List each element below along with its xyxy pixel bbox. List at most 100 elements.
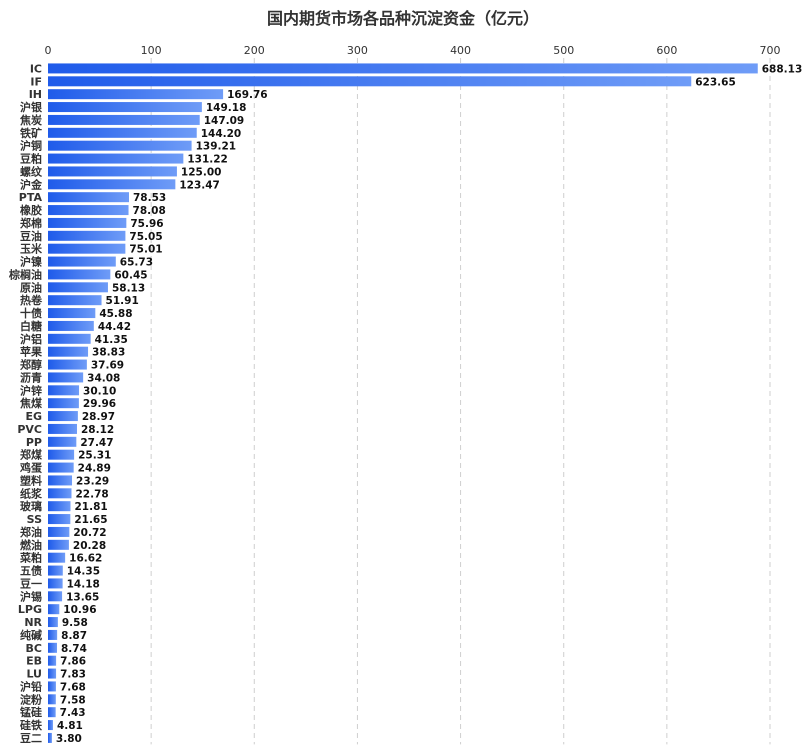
- bar: [48, 308, 96, 319]
- value-label: 38.83: [92, 347, 125, 359]
- bar: [48, 642, 58, 653]
- bar: [48, 668, 57, 679]
- category-label: 沪金: [20, 177, 43, 191]
- bar: [48, 617, 58, 628]
- bar: [48, 243, 126, 254]
- bar: [48, 552, 66, 563]
- category-label: 苹果: [20, 345, 42, 359]
- value-label: 41.35: [95, 334, 128, 346]
- bar: [48, 578, 63, 589]
- value-label: 78.53: [133, 192, 166, 204]
- bar: [48, 153, 184, 164]
- x-tick-label: 0: [45, 44, 52, 57]
- category-label: LU: [26, 668, 42, 681]
- bar: [48, 629, 58, 640]
- value-label: 78.08: [133, 205, 166, 217]
- bar: [48, 398, 79, 409]
- category-label: 螺纹: [20, 164, 43, 178]
- value-label: 7.86: [60, 656, 86, 668]
- category-label: 白糖: [20, 319, 42, 333]
- category-label: 菜粕: [19, 551, 42, 565]
- category-label: 五债: [20, 564, 42, 578]
- category-label: 沪银: [20, 100, 43, 114]
- category-label: 锰硅: [20, 705, 42, 719]
- x-tick-label: 300: [347, 44, 368, 57]
- bar: [48, 539, 69, 550]
- bar: [48, 732, 52, 743]
- bars: [48, 63, 758, 743]
- category-label: 纸浆: [20, 486, 43, 500]
- value-label: 7.58: [60, 694, 86, 706]
- value-label: 14.35: [67, 566, 100, 578]
- value-label: 25.31: [78, 450, 111, 462]
- value-label: 4.81: [57, 720, 83, 732]
- bar: [48, 166, 177, 177]
- x-tick-label: 400: [450, 44, 471, 57]
- bar: [48, 411, 78, 422]
- category-label: 纯碱: [20, 628, 42, 642]
- bar: [48, 681, 56, 692]
- value-label: 16.62: [69, 553, 102, 565]
- value-label: 21.65: [74, 514, 107, 526]
- bar: [48, 102, 202, 113]
- value-label: 21.81: [74, 501, 107, 513]
- bar: [48, 76, 692, 87]
- category-labels: ICIFIH沪银焦炭铁矿沪铜豆粕螺纹沪金PTA橡胶郑棉豆油玉米沪镍棕榈油原油热卷…: [8, 62, 43, 745]
- value-label: 20.28: [73, 540, 106, 552]
- value-label: 123.47: [179, 179, 220, 191]
- value-label: 7.83: [60, 669, 86, 681]
- bar: [48, 282, 108, 293]
- bar: [48, 140, 192, 151]
- value-label: 144.20: [201, 128, 242, 140]
- bar: [48, 604, 60, 615]
- bar: [48, 320, 94, 331]
- value-label: 7.68: [60, 681, 86, 693]
- value-label: 23.29: [76, 475, 109, 487]
- value-label: 7.43: [60, 707, 86, 719]
- value-label: 3.80: [56, 733, 82, 745]
- value-label: 75.01: [129, 244, 162, 256]
- value-label: 58.13: [112, 282, 145, 294]
- value-label: 27.47: [80, 437, 113, 449]
- category-label: 郑油: [20, 525, 42, 539]
- bar: [48, 462, 74, 473]
- category-label: 硅铁: [20, 718, 42, 732]
- bar: [48, 514, 71, 525]
- value-label: 8.87: [61, 630, 87, 642]
- bar: [48, 217, 127, 228]
- category-label: PVC: [17, 423, 42, 436]
- bar: [48, 385, 80, 396]
- bar: [48, 436, 77, 447]
- bar: [48, 127, 197, 138]
- value-label: 688.13: [762, 63, 803, 75]
- x-tick-label: 600: [656, 44, 677, 57]
- value-label: 139.21: [196, 141, 237, 153]
- category-label: IF: [30, 75, 42, 88]
- category-label: 郑醇: [20, 358, 42, 372]
- value-label: 22.78: [75, 488, 108, 500]
- category-label: IH: [29, 88, 42, 101]
- value-label: 24.89: [78, 463, 111, 475]
- category-label: SS: [27, 513, 42, 526]
- category-label: 玉米: [20, 242, 43, 256]
- value-label: 51.91: [106, 295, 139, 307]
- bar: [48, 475, 73, 486]
- category-label: 橡胶: [20, 203, 42, 217]
- category-label: 豆粕: [20, 152, 42, 166]
- value-label: 147.09: [204, 115, 245, 127]
- category-label: EG: [25, 410, 42, 423]
- bar: [48, 269, 111, 280]
- value-label: 14.18: [67, 578, 100, 590]
- category-label: 豆一: [20, 577, 42, 590]
- bar: [48, 655, 57, 666]
- category-label: 郑棉: [20, 216, 42, 230]
- category-label: 燃油: [19, 538, 42, 552]
- value-label: 9.58: [62, 617, 88, 629]
- x-tick-label: 200: [244, 44, 265, 57]
- category-label: 焦煤: [19, 396, 43, 410]
- value-label: 37.69: [91, 360, 124, 372]
- x-tick-label: 100: [141, 44, 162, 57]
- bar: [48, 63, 758, 74]
- category-label: NR: [24, 616, 42, 629]
